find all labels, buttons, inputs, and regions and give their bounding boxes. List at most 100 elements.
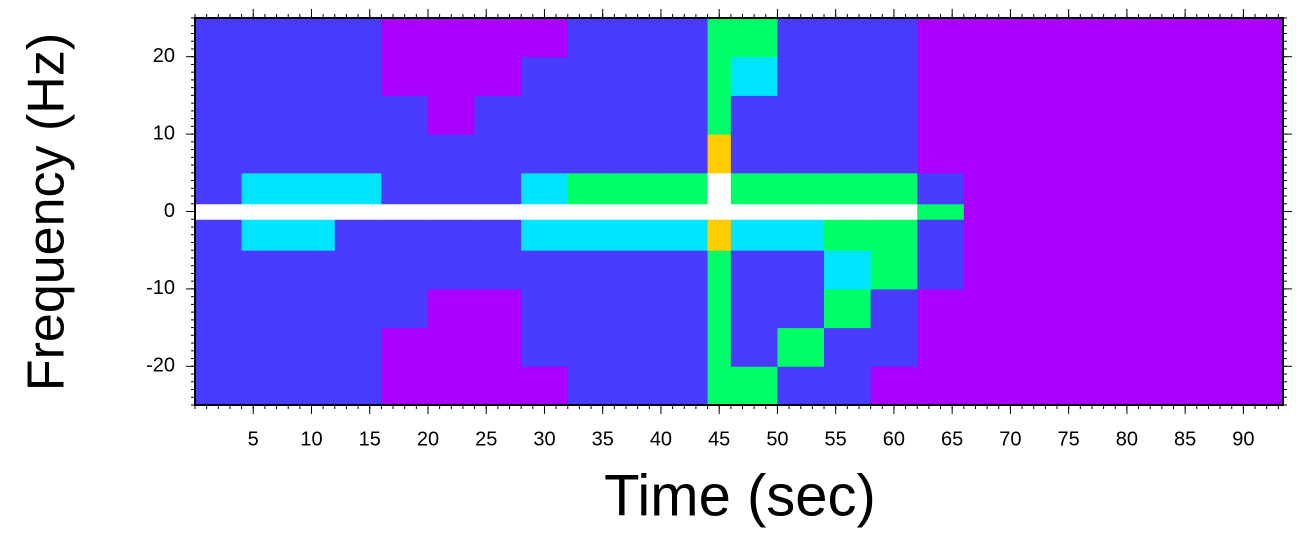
heat-cell — [1103, 288, 1151, 329]
heat-cell — [963, 366, 1011, 405]
heat-cell — [1196, 56, 1244, 96]
heat-cell — [427, 327, 476, 367]
heat-cell — [195, 250, 243, 290]
heat-cell — [334, 95, 382, 135]
heat-cell — [777, 366, 825, 405]
heat-cell — [195, 366, 243, 405]
heat-cell — [963, 327, 1011, 367]
heat-cell — [195, 327, 243, 367]
x-tick-label: 85 — [1174, 428, 1196, 450]
heat-cell — [1243, 327, 1283, 367]
heat-cell — [707, 56, 732, 96]
heat-cell — [474, 219, 522, 251]
heat-cell — [427, 219, 476, 251]
heat-cell — [870, 288, 918, 329]
heat-cell — [777, 172, 825, 205]
heat-cell — [521, 18, 569, 58]
heat-cell — [870, 250, 918, 290]
heat-cell — [567, 327, 615, 367]
heat-cell — [660, 250, 709, 290]
heat-cell — [567, 366, 615, 405]
heat-cell — [1057, 288, 1105, 329]
heat-cell — [614, 95, 662, 135]
heat-cell — [567, 219, 615, 251]
heat-cell — [381, 18, 429, 58]
y-tick-label: -10 — [146, 277, 175, 299]
heat-cell — [614, 56, 662, 96]
heat-cell — [870, 56, 918, 96]
heat-cell — [707, 172, 732, 205]
heat-cell — [1196, 366, 1244, 405]
heat-cell — [1103, 56, 1151, 96]
heat-cell — [660, 288, 709, 329]
heat-cell — [870, 172, 918, 205]
heat-cell — [1243, 56, 1283, 96]
heat-cell — [1057, 134, 1105, 174]
heat-cell — [707, 18, 732, 58]
heat-cell — [381, 327, 429, 367]
heat-cell — [707, 366, 732, 405]
heat-cell — [1243, 250, 1283, 290]
heat-cell — [824, 18, 872, 58]
heat-cell — [730, 366, 778, 405]
heat-cell — [195, 219, 243, 251]
heat-cell — [614, 327, 662, 367]
heat-cell — [824, 56, 872, 96]
heat-cell — [1057, 95, 1105, 135]
heat-cell — [381, 56, 429, 96]
heat-cell — [474, 172, 522, 205]
heat-cell — [870, 134, 918, 174]
heat-cell — [1243, 95, 1283, 135]
heat-cell — [730, 327, 778, 367]
heat-cell — [334, 250, 382, 290]
heat-cell — [288, 250, 336, 290]
heat-cell — [963, 95, 1011, 135]
heat-cell — [288, 56, 336, 96]
heat-cell — [241, 219, 289, 251]
heat-cell — [777, 288, 825, 329]
heat-cell — [195, 95, 243, 135]
heat-cell — [660, 56, 709, 96]
heat-cell — [241, 56, 289, 96]
heat-cell — [334, 203, 382, 220]
heat-cell — [474, 203, 522, 220]
heat-cell — [777, 327, 825, 367]
heat-cell — [381, 203, 429, 220]
heat-cell — [241, 250, 289, 290]
heat-cell — [567, 250, 615, 290]
heat-cell — [730, 95, 778, 135]
heat-cell — [1057, 250, 1105, 290]
plot-area — [195, 18, 1283, 405]
heat-cell — [614, 18, 662, 58]
heat-cell — [707, 134, 732, 174]
x-tick-label: 30 — [533, 428, 555, 450]
heat-cell — [1150, 172, 1198, 205]
heat-cell — [870, 366, 918, 405]
heat-cell — [824, 203, 872, 220]
heat-cell — [917, 134, 965, 174]
heat-cell — [1010, 95, 1058, 135]
heat-cell — [963, 288, 1011, 329]
x-tick-label: 50 — [766, 428, 788, 450]
heat-cell — [660, 134, 709, 174]
heat-cell — [917, 366, 965, 405]
heat-cell — [1057, 18, 1105, 58]
heat-cell — [381, 172, 429, 205]
heat-cell — [567, 95, 615, 135]
heat-cell — [1196, 95, 1244, 135]
heat-cell — [870, 203, 918, 220]
heat-cell — [288, 95, 336, 135]
heat-cell — [241, 172, 289, 205]
heat-cell — [824, 366, 872, 405]
heat-cell — [427, 366, 476, 405]
heat-cell — [1196, 288, 1244, 329]
heat-cell — [917, 56, 965, 96]
heat-cell — [334, 18, 382, 58]
heat-cell — [1010, 203, 1058, 220]
heat-cell — [1196, 250, 1244, 290]
heat-cell — [1057, 366, 1105, 405]
heat-cell — [567, 56, 615, 96]
x-tick-label: 5 — [248, 428, 259, 450]
heat-cell — [777, 203, 825, 220]
y-tick-label: -20 — [146, 355, 175, 377]
